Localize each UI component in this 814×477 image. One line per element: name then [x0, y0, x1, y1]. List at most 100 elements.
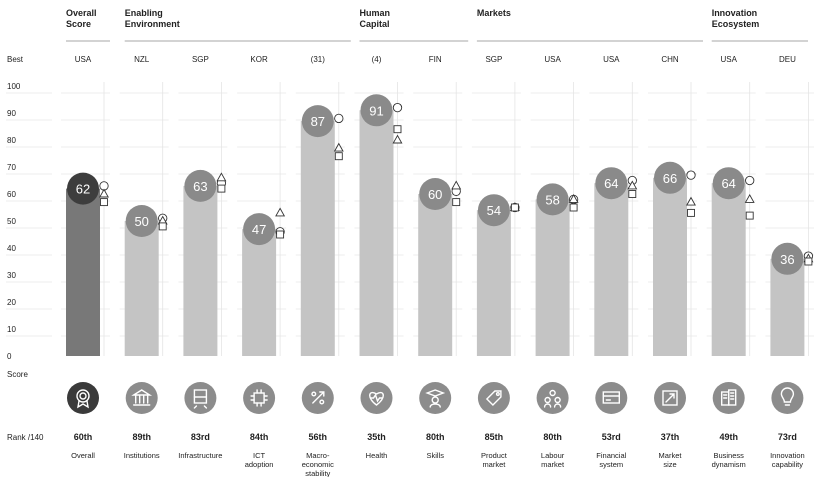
- best-performer-label: FIN: [429, 55, 442, 64]
- graduate-icon: [419, 382, 451, 414]
- rank-label: 53rd: [602, 432, 621, 442]
- score-value-label: 87: [311, 114, 325, 129]
- score-bar: [242, 229, 276, 356]
- score-bar: [712, 183, 746, 356]
- square-marker: [688, 209, 695, 216]
- rank-label: 56th: [309, 432, 328, 442]
- group-header: Markets: [477, 8, 511, 18]
- rank-label: 85th: [485, 432, 504, 442]
- score-value-label: 91: [369, 103, 383, 118]
- y-tick-label: 60: [7, 190, 16, 199]
- score-bar: [477, 210, 511, 356]
- pillar-name-label: market: [482, 460, 506, 469]
- pillar-name-label: Financial: [596, 451, 626, 460]
- triangle-marker: [217, 173, 225, 181]
- score-value-label: 63: [193, 179, 207, 194]
- pillar-name-label: stability: [305, 469, 330, 477]
- pillar-name-label: capability: [772, 460, 804, 469]
- group-header: Human: [360, 8, 391, 18]
- triangle-marker: [100, 190, 108, 198]
- train-icon: [184, 382, 216, 414]
- pillar-column-11: USA6449thBusinessdynamism: [707, 55, 756, 469]
- pillar-name-label: dynamism: [712, 460, 746, 469]
- pillar-name-label: size: [663, 460, 676, 469]
- triangle-marker: [276, 208, 284, 216]
- best-performer-label: USA: [544, 55, 561, 64]
- pillar-name-label: Business: [713, 451, 744, 460]
- circle-marker: [746, 176, 754, 184]
- best-performer-label: DEU: [779, 55, 796, 64]
- pillar-column-5: (4) 91 35th Health: [355, 55, 404, 460]
- people-icon: [537, 382, 569, 414]
- square-marker: [277, 231, 284, 238]
- card-icon: [595, 382, 627, 414]
- score-bar: [125, 221, 159, 356]
- tag-icon: [478, 382, 510, 414]
- score-value-label: 60: [428, 187, 442, 202]
- pillar-column-1: NZL5089thInstitutions: [120, 55, 169, 460]
- pillar-name-label: Macro-: [306, 451, 330, 460]
- rank-label: 73rd: [778, 432, 797, 442]
- best-row-label: Best: [7, 55, 24, 64]
- score-bar: [301, 121, 335, 356]
- group-header: Overall: [66, 8, 97, 18]
- y-tick-label: 40: [7, 244, 16, 253]
- group-header: Ecosystem: [712, 19, 760, 29]
- best-performer-label: NZL: [134, 55, 150, 64]
- rank-label: 49th: [719, 432, 738, 442]
- square-marker: [629, 191, 636, 198]
- y-tick-label: 100: [7, 82, 21, 91]
- group-header: Capital: [360, 19, 390, 29]
- rank-row-label: Rank /140: [7, 433, 44, 442]
- circle-marker: [393, 103, 401, 111]
- score-bar: [594, 183, 628, 356]
- pillar-name-label: system: [599, 460, 623, 469]
- score-value-label: 62: [76, 182, 90, 197]
- score-value-label: 50: [134, 214, 148, 229]
- score-axis-label: Score: [7, 370, 28, 379]
- pillar-name-label: Overall: [71, 451, 95, 460]
- best-performer-label: SGP: [192, 55, 209, 64]
- square-marker: [394, 126, 401, 133]
- y-tick-label: 10: [7, 325, 16, 334]
- pillar-column-3: KOR4784thICTadoption: [237, 55, 286, 469]
- score-value-label: 47: [252, 222, 266, 237]
- pillar-column-6: FIN 60 80th Skills: [413, 55, 462, 460]
- square-marker: [159, 223, 166, 230]
- y-tick-label: 50: [7, 217, 16, 226]
- pillar-name-label: Infrastructure: [178, 451, 222, 460]
- rank-label: 80th: [543, 432, 562, 442]
- y-tick-label: 20: [7, 298, 16, 307]
- score-bar: [536, 199, 570, 356]
- award-icon: [67, 382, 99, 414]
- triangle-marker: [687, 198, 695, 206]
- y-tick-label: 0: [7, 352, 12, 361]
- pillar-name-label: ICT: [253, 451, 266, 460]
- pillar-name-label: market: [541, 460, 565, 469]
- square-marker: [805, 258, 812, 265]
- group-header: Environment: [125, 19, 180, 29]
- institution-icon: [126, 382, 158, 414]
- rank-label: 35th: [367, 432, 386, 442]
- pillar-name-label: Skills: [426, 451, 444, 460]
- score-value-label: 36: [780, 252, 794, 267]
- square-marker: [746, 212, 753, 219]
- square-marker: [218, 185, 225, 192]
- score-bar: [183, 186, 217, 356]
- y-tick-label: 90: [7, 109, 16, 118]
- triangle-marker: [393, 136, 401, 144]
- best-performer-label: (31): [311, 55, 326, 64]
- best-performer-label: USA: [75, 55, 92, 64]
- group-header: Score: [66, 19, 91, 29]
- score-bar: [418, 194, 452, 356]
- best-performer-label: USA: [720, 55, 737, 64]
- rank-label: 37th: [661, 432, 680, 442]
- score-value-label: 66: [663, 171, 677, 186]
- rank-label: 60th: [74, 432, 93, 442]
- rank-label: 83rd: [191, 432, 210, 442]
- circle-marker: [335, 114, 343, 122]
- rank-label: 84th: [250, 432, 269, 442]
